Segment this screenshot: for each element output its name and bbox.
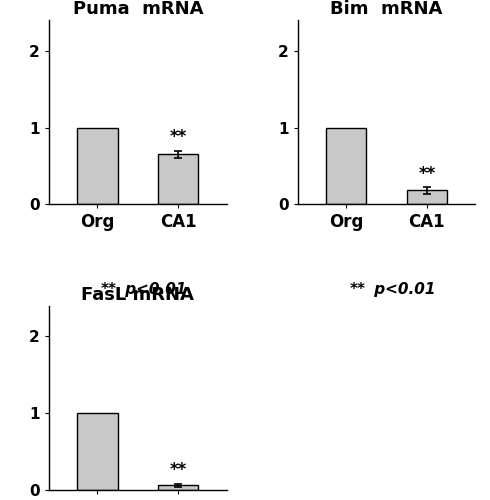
Bar [77,128,118,204]
Title: Puma  mRNA: Puma mRNA [73,0,203,18]
Text: **: ** [349,282,365,296]
Bar [77,413,118,490]
Text: **: ** [170,461,187,479]
Bar [326,128,367,204]
Text: **: ** [418,165,436,183]
Text: **: ** [170,128,187,146]
Title: FasL mRNA: FasL mRNA [81,286,194,304]
Bar [158,154,198,204]
Title: Bim  mRNA: Bim mRNA [330,0,442,18]
Text: p<0.01: p<0.01 [368,282,435,296]
Text: p<0.01: p<0.01 [120,282,187,296]
Bar [158,486,198,490]
Bar [407,190,447,204]
Text: **: ** [100,282,117,296]
